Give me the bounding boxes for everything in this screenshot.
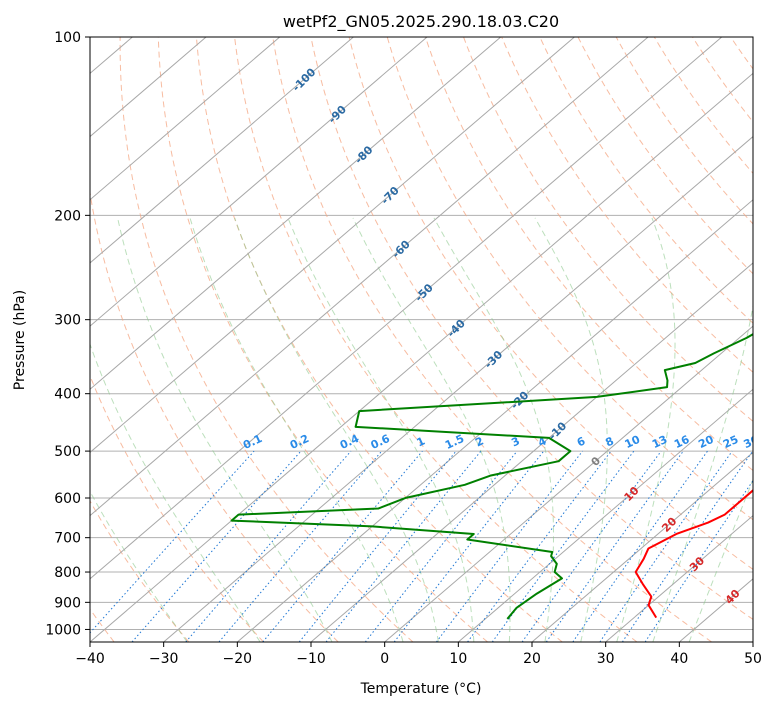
isotherm-line	[90, 37, 502, 390]
y-tick-label: 700	[54, 531, 81, 547]
moist-adiabat-line	[287, 217, 475, 642]
isotherm-line	[90, 37, 428, 327]
x-tick-label: −40	[75, 651, 105, 667]
x-tick-label: 30	[597, 651, 615, 667]
dry-adiabat-line	[90, 499, 190, 642]
y-tick-label: 900	[54, 595, 81, 611]
moist-adiabat-line	[688, 478, 753, 642]
y-axis-title: Pressure (hPa)	[12, 290, 28, 390]
dry-adiabat-line	[424, 37, 753, 472]
dry-adiabat-line	[90, 374, 264, 642]
moist-adiabat-line	[652, 303, 753, 642]
dry-adiabat-line	[195, 37, 563, 642]
chart-title: wetPf2_GN05.2025.290.18.03.C20	[283, 12, 559, 32]
mixing-ratio-line	[621, 450, 753, 642]
isotherm-line	[458, 388, 753, 642]
isotherm-line	[237, 199, 753, 642]
isotherms	[90, 37, 753, 642]
mixing-ratio-label: 16	[672, 433, 692, 451]
x-tick-label: −30	[149, 651, 179, 667]
x-axis-title: Temperature (°C)	[360, 681, 482, 697]
mixing-ratio-label: 13	[650, 433, 669, 451]
mixing-ratio-line	[436, 450, 583, 642]
plot-frame	[89, 36, 754, 643]
mixing-ratio-line	[262, 450, 423, 642]
isotherm-line	[90, 37, 281, 201]
mixing-ratio-line	[545, 450, 684, 642]
y-tick-label: 300	[54, 313, 81, 329]
y-tick-label: 400	[54, 387, 81, 403]
moist-adiabat-line	[90, 490, 188, 642]
isotherm-line	[384, 325, 753, 642]
mixing-ratio-line	[325, 450, 482, 642]
y-tick-label: 500	[54, 444, 81, 460]
isotherm-line	[90, 72, 753, 642]
dry-adiabat-line	[119, 37, 414, 642]
moist-adiabat-line	[117, 217, 333, 642]
moist-adiabat-line	[534, 217, 608, 642]
x-tick-label: 20	[523, 651, 541, 667]
isotherm-line	[90, 37, 575, 454]
dry-adiabat-line	[157, 37, 488, 642]
mixing-ratio-line	[364, 450, 518, 642]
mixing-ratio-lines	[90, 450, 753, 642]
x-tick-label: 50	[744, 651, 762, 667]
mixing-ratio-line	[218, 450, 383, 642]
moist-adiabat-line	[433, 217, 555, 642]
y-tick-label: 800	[54, 565, 81, 581]
y-tick-label: 600	[54, 491, 81, 507]
x-tick-label: 10	[449, 651, 467, 667]
dry-adiabat-line	[310, 37, 753, 621]
dry-adiabat-line	[234, 37, 638, 642]
x-axis: −40 −30 −20 −10 0 10 20 30 40 50	[75, 642, 762, 667]
isotherm-line	[90, 37, 354, 264]
y-axis: 100 200 300 400 500 600 700 800 900 1000	[45, 30, 90, 638]
mixing-ratio-line	[572, 450, 708, 642]
mixing-ratio-line	[599, 450, 733, 642]
isotherm-line	[163, 135, 753, 642]
mixing-ratio-label: 10	[623, 433, 643, 451]
dewpoint-profile	[230, 333, 753, 620]
pressure-gridlines	[90, 37, 753, 630]
dry-adiabat-line	[272, 37, 712, 642]
dry-adiabat-line	[615, 37, 753, 225]
mixing-ratio-line	[298, 450, 457, 642]
mixing-ratio-label: 25	[721, 433, 740, 451]
moist-adiabat-line	[352, 217, 511, 642]
isotherm-line	[605, 514, 753, 642]
isotherm-line	[531, 451, 753, 642]
moist-adiabat-line	[616, 217, 676, 642]
dry-adiabat-line	[539, 37, 753, 324]
y-tick-label: 100	[54, 30, 81, 46]
mixing-ratio-line	[521, 450, 662, 642]
mixing-ratio-line	[90, 450, 255, 634]
x-tick-label: −20	[223, 651, 253, 667]
mixing-ratio-line	[393, 450, 545, 642]
y-tick-label: 1000	[45, 622, 81, 638]
y-tick-label: 200	[54, 208, 81, 224]
isotherm-line	[90, 37, 649, 517]
isotherm-line	[90, 37, 723, 580]
mixing-ratio-line	[131, 450, 302, 642]
mixing-ratio-label: 20	[696, 433, 716, 451]
x-tick-label: −10	[296, 651, 326, 667]
sounding-profiles	[230, 333, 753, 620]
dry-adiabat-line	[90, 189, 339, 642]
mixing-ratio-label: 30	[742, 433, 762, 451]
isotherm-line	[310, 262, 753, 642]
x-tick-label: 0	[380, 651, 389, 667]
temperature-profile	[634, 489, 753, 619]
x-tick-label: 40	[670, 651, 688, 667]
